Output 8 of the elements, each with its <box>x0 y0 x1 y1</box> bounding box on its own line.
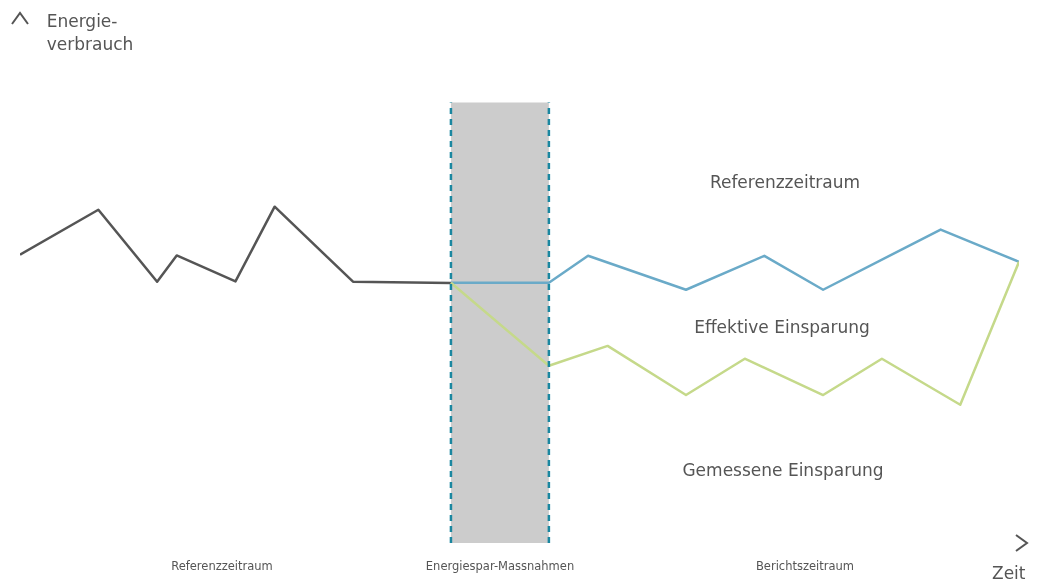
annotation: Gemessene Einsparung <box>682 458 884 482</box>
text: Referenzzeitraum <box>709 170 861 194</box>
text: Berichtszeitraum <box>755 557 855 575</box>
annotation: Effektive Einsparung <box>694 315 870 339</box>
text: Referenzzeitraum <box>171 557 273 575</box>
x-axis-title: Zeit <box>992 563 1026 580</box>
text: Energie- verbrauch <box>46 10 134 56</box>
text: Energiespar-Massnahmen <box>425 557 575 575</box>
